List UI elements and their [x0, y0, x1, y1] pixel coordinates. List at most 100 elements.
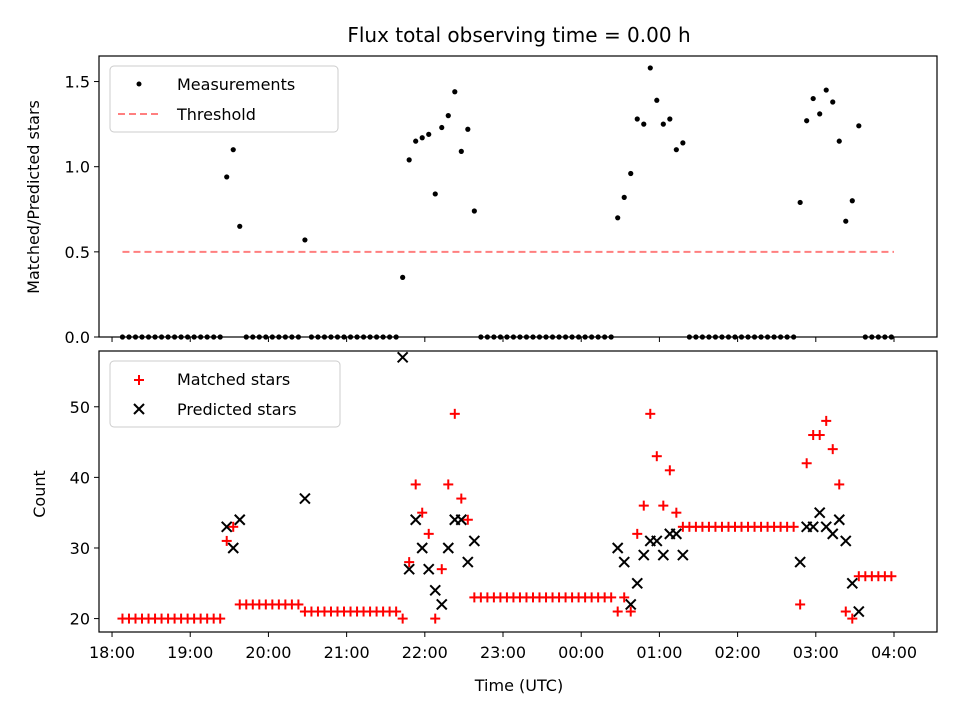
measurement-point [426, 131, 432, 137]
matched-star-point [801, 458, 812, 469]
predicted-star-point [442, 542, 454, 554]
matched-star-point [632, 528, 643, 539]
predicted-star-point [840, 535, 852, 547]
legend-matched-marker [134, 375, 144, 385]
predicted-star-point [813, 506, 826, 519]
top-y-tick-label: 0.5 [65, 243, 90, 262]
predicted-star-point [631, 577, 643, 589]
matched-star-point [671, 507, 682, 518]
top-legend: Measurements Threshold [109, 65, 339, 133]
matched-star-point [443, 479, 454, 490]
flux-ratio-panel: Flux total observing time = 0.00 h 0.00.… [24, 23, 938, 347]
measurement-point [452, 89, 458, 95]
matched-star-point [795, 599, 806, 610]
predicted-star-point [670, 528, 683, 540]
measurement-point [797, 199, 803, 206]
x-axis-label: Time (UTC) [474, 676, 563, 695]
measurement-point [445, 113, 451, 119]
top-x-ticks [111, 337, 895, 342]
predicted-star-point [611, 542, 624, 554]
matched-star-point [619, 592, 630, 603]
measurement-point [237, 223, 243, 229]
measurement-point [641, 121, 647, 127]
matched-star-point [215, 613, 226, 624]
predicted-star-point [416, 542, 428, 554]
matched-star-point [886, 571, 897, 582]
predicted-star-point [677, 549, 689, 561]
legend-measurements-marker [136, 81, 142, 87]
measurement-point [647, 65, 653, 71]
measurement-point [673, 147, 679, 153]
predicted-star-point [234, 514, 246, 526]
predicted-star-point [455, 514, 468, 526]
x-tick-label: 03:00 [793, 643, 839, 662]
predicted-star-point [396, 351, 409, 364]
matched-star-point [840, 606, 851, 617]
measurement-point [615, 215, 621, 221]
measurement-point [471, 208, 477, 214]
top-legend-box [109, 65, 339, 133]
predicted-star-point [827, 528, 839, 540]
x-tick-label: 23:00 [480, 643, 526, 662]
measurement-point [804, 118, 810, 124]
x-tick-label: 04:00 [871, 643, 917, 662]
matched-star-point [625, 606, 636, 617]
measurement-point [667, 116, 673, 122]
measurement-point [413, 138, 419, 144]
predicted-star-point [436, 598, 448, 611]
measurement-point [836, 138, 842, 144]
matched-star-point [221, 535, 232, 546]
matched-star-point [834, 479, 845, 490]
predicted-star-point [625, 598, 637, 611]
matched-star-point [404, 557, 415, 568]
matched-star-point [638, 500, 649, 511]
measurement-point [224, 174, 230, 180]
bottom-y-tick-label: 40 [70, 468, 90, 487]
measurement-point [634, 116, 640, 122]
predicted-star-point [462, 556, 474, 568]
legend-matched-label: Matched stars [177, 370, 290, 389]
measurement-point [400, 274, 406, 280]
measurement-point [810, 95, 816, 102]
x-tick-label: 19:00 [167, 643, 213, 662]
predicted-star-point [403, 563, 415, 575]
bottom-plot-frame [98, 350, 938, 633]
bottom-y-tick-label: 50 [70, 398, 90, 417]
chart-title: Flux total observing time = 0.00 h [347, 23, 690, 47]
legend-measurements-label: Measurements [177, 75, 295, 94]
predicted-star-point [227, 542, 239, 554]
measurement-point [628, 170, 634, 177]
measurement-point [419, 135, 425, 141]
measurement-point [680, 140, 686, 146]
matched-star-point [651, 451, 662, 462]
matched-star-point [436, 564, 447, 575]
predicted-star-point [846, 577, 858, 589]
matched-stars-points [117, 408, 897, 624]
x-tick-label: 02:00 [715, 643, 761, 662]
predicted-star-point [794, 556, 806, 568]
star-count-panel: 20 30 40 50 18:00 19:00 20:00 21:00 22:00 23:00 0… [30, 350, 938, 695]
measurement-point [849, 198, 855, 204]
matched-star-point [847, 613, 858, 624]
matched-star-point [410, 479, 421, 490]
predicted-star-point [651, 535, 663, 547]
matched-star-point [417, 507, 428, 518]
measurement-point [230, 147, 236, 153]
measurement-point [432, 191, 438, 197]
predicted-star-point [618, 556, 630, 568]
matched-star-point [293, 599, 304, 610]
predicted-star-point [423, 563, 435, 575]
matched-star-point [456, 493, 467, 504]
measurement-point [823, 87, 829, 93]
predicted-star-point [299, 492, 311, 505]
bottom-legend-box [109, 360, 341, 428]
measurement-point [660, 121, 666, 127]
matched-star-point [228, 521, 239, 532]
measurement-point [843, 218, 849, 224]
measurement-point [817, 111, 823, 117]
x-tick-label: 18:00 [89, 643, 135, 662]
predicted-star-point [409, 514, 422, 526]
measurement-point [439, 124, 445, 131]
top-y-tick-label: 1.5 [65, 73, 90, 92]
predicted-star-point [638, 549, 650, 561]
